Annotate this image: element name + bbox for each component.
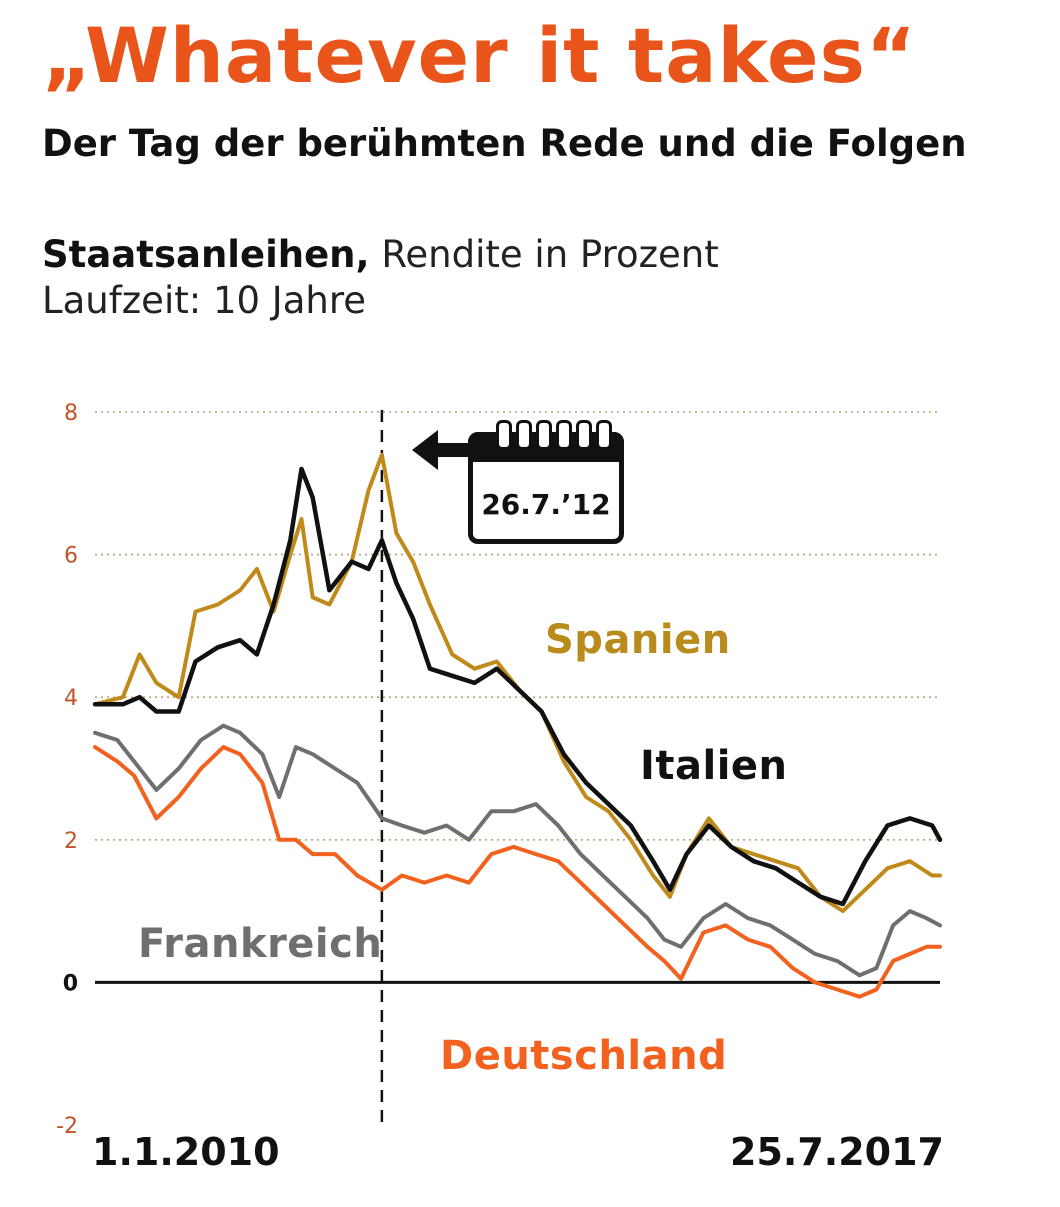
- calendar-ring: [496, 420, 512, 450]
- calendar-ring: [536, 420, 552, 450]
- y-tick-label: 6: [64, 544, 78, 569]
- event-callout: 26.7.’12: [468, 420, 632, 546]
- metric-name: Staatsanleihen,: [42, 233, 370, 276]
- y-tick-label: 2: [64, 829, 78, 854]
- metric-maturity: Laufzeit: 10 Jahre: [42, 279, 367, 323]
- page-title: „Whatever it takes“: [42, 11, 917, 100]
- series-line-frankreich: [93, 723, 942, 978]
- metric-description: Staatsanleihen, Rendite in Prozent Laufz…: [42, 232, 719, 325]
- y-tick-label: -2: [56, 1114, 78, 1139]
- series-line-deutschland: [93, 745, 942, 999]
- series-label-deutschland: Deutschland: [440, 1033, 728, 1079]
- series-line-spanien: [93, 452, 942, 914]
- calendar-ring: [576, 420, 592, 450]
- metric-unit: Rendite in Prozent: [369, 233, 719, 276]
- x-axis-end-label: 25.7.2017: [730, 1130, 944, 1174]
- y-tick-label: 0: [63, 971, 78, 996]
- y-tick-label: 8: [64, 401, 78, 426]
- callout-arrow: [412, 430, 468, 470]
- series-label-spanien: Spanien: [545, 617, 731, 663]
- event-date: 26.7.’12: [481, 488, 611, 521]
- calendar-ring: [596, 420, 612, 450]
- series-label-frankreich: Frankreich: [138, 921, 383, 967]
- x-axis-start-label: 1.1.2010: [92, 1130, 280, 1174]
- calendar-ring: [556, 420, 572, 450]
- page-subtitle: Der Tag der berühmten Rede und die Folge…: [42, 122, 967, 165]
- series-label-italien: Italien: [640, 743, 788, 789]
- series-line-italien: [92, 466, 943, 907]
- calendar-ring: [516, 420, 532, 450]
- y-tick-label: 4: [64, 686, 78, 711]
